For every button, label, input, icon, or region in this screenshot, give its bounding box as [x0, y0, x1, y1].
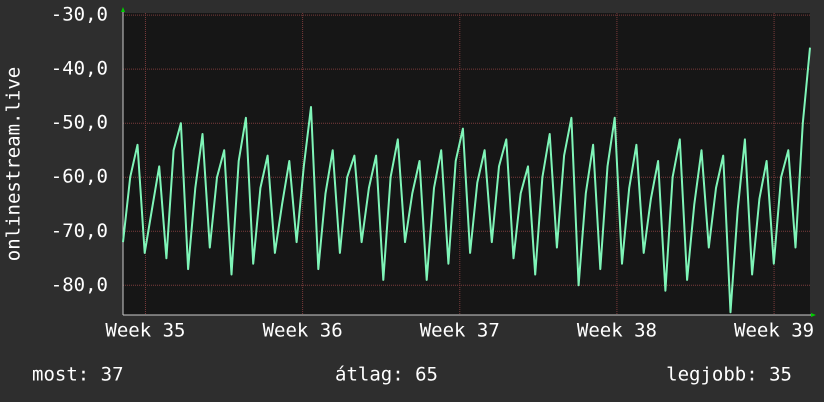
y-tick-label: -80,0 [51, 274, 108, 296]
x-tick-label: Week 38 [577, 320, 657, 342]
y-tick-label: -70,0 [51, 220, 108, 242]
y-axis-label: onlinestream.live [3, 67, 25, 261]
y-tick-label: -60,0 [51, 166, 108, 188]
plot-area [123, 13, 810, 315]
y-tick-label: -40,0 [51, 58, 108, 80]
data-line [122, 47, 811, 314]
y-tick-label: -50,0 [51, 112, 108, 134]
footer-average: átlag: 65 [335, 364, 438, 386]
axis-arrow [121, 7, 125, 12]
x-tick-label: Week 36 [263, 320, 343, 342]
y-tick-label: -30,0 [51, 4, 108, 26]
x-tick-label: Week 39 [734, 320, 814, 342]
axis-arrow [811, 313, 816, 317]
footer-best: legjobb: 35 [666, 364, 792, 386]
x-tick-label: Week 37 [420, 320, 500, 342]
footer-current: most: 37 [32, 364, 124, 386]
x-tick-label: Week 35 [105, 320, 185, 342]
